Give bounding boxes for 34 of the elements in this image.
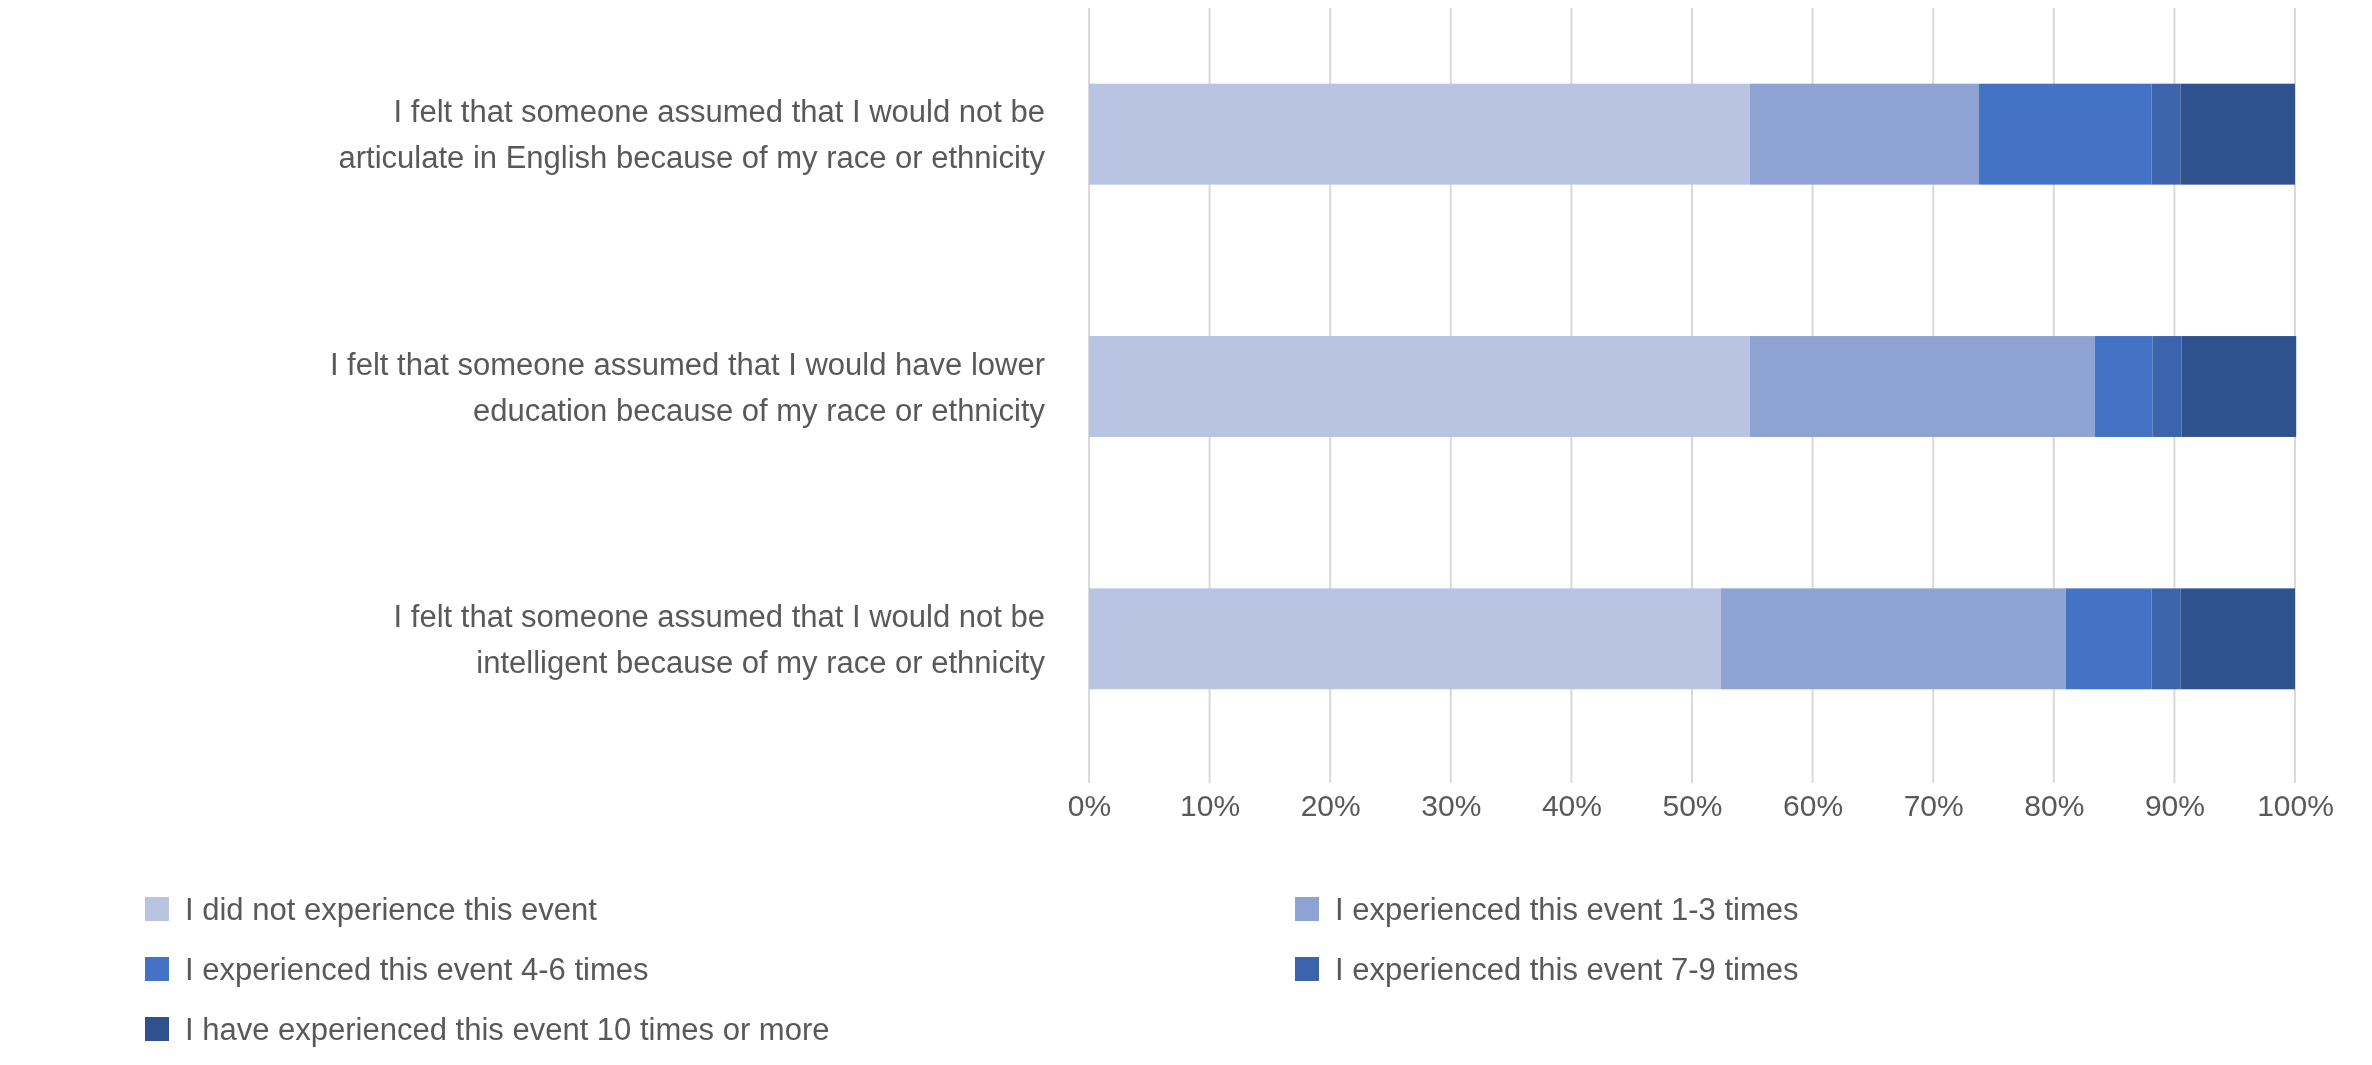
bar [2151, 588, 2181, 690]
legend-label: I did not experience this event [185, 892, 598, 927]
bar [1089, 336, 1750, 437]
y-tick-label: I felt that someone assumed that I would have lower education because of my race or ethnicity [329, 346, 1046, 428]
x-tick-label: 0% [1067, 789, 1112, 823]
x-tick-label: 50% [1662, 789, 1723, 823]
legend-label: I experienced this event 4-6 times [185, 952, 649, 987]
legend-label: I experienced this event 7-9 times [1335, 952, 1799, 987]
legend-label: I have experienced this event 10 times or more [185, 1012, 830, 1047]
x-tick-label: 10% [1180, 789, 1241, 823]
x-tick-label: 70% [1903, 789, 1964, 823]
x-tick-label: 40% [1541, 789, 1602, 823]
bar [2152, 336, 2182, 437]
bar [1720, 588, 2066, 690]
y-tick-label: I felt that someone assumed that I would not be articulate in English because of my race or ethnicity [338, 94, 1046, 176]
bar [2151, 83, 2181, 185]
bar [2094, 336, 2153, 437]
bar [2181, 336, 2297, 437]
x-tick-label: 90% [2144, 789, 2205, 823]
bar [2180, 588, 2295, 690]
bar [1979, 83, 2152, 185]
x-tick-label: 100% [2257, 789, 2334, 823]
bar [2065, 588, 2152, 690]
x-tick-label: 20% [1300, 789, 1361, 823]
x-tick-label: 80% [2024, 789, 2085, 823]
legend-label: I experienced this event 1-3 times [1335, 892, 1799, 927]
bar [2180, 83, 2295, 185]
bar [1089, 588, 1721, 690]
y-tick-label: I felt that someone assumed that I would not be intelligent because of my race or ethnicity [393, 598, 1046, 680]
x-tick-label: 30% [1421, 789, 1482, 823]
bar [1749, 336, 2095, 437]
x-tick-label: 60% [1783, 789, 1844, 823]
bar [1749, 83, 1980, 185]
bar [1089, 83, 1750, 185]
